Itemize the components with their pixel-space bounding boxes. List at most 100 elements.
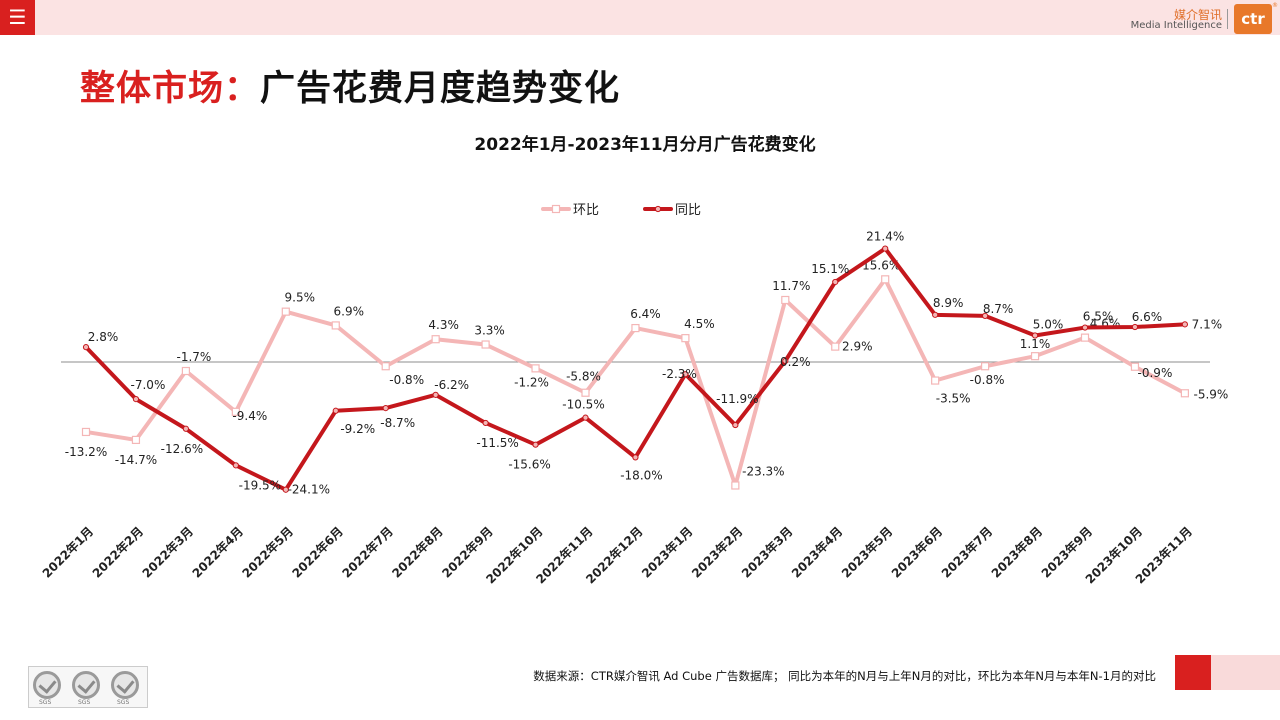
certification-badge-icon bbox=[72, 671, 100, 699]
tongbi-point bbox=[782, 357, 789, 365]
brand-name-cn: 媒介智讯 bbox=[1173, 8, 1222, 22]
chart-title: 2022年1月-2023年11月分月广告花费变化 bbox=[474, 135, 816, 155]
tongbi-data-label: -24.1% bbox=[288, 483, 330, 497]
series-tongbi: 2.8% -7.0% -12.6% -19.5% -24.1% -9.2% -8.7% -6.… bbox=[82, 230, 1223, 497]
tongbi-point bbox=[632, 454, 639, 461]
huanbi-data-label: 1.1% bbox=[1020, 337, 1051, 351]
huanbi-point bbox=[731, 481, 740, 490]
brand-divider bbox=[1227, 9, 1228, 29]
certification-badge-icon bbox=[33, 671, 61, 699]
corner-accent-pink bbox=[1211, 655, 1280, 690]
huanbi-data-label: -0.9% bbox=[1138, 366, 1173, 380]
tongbi-point bbox=[1081, 324, 1089, 331]
huanbi-data-label: -9.4% bbox=[232, 409, 267, 423]
huanbi-data-label: 6.9% bbox=[334, 304, 365, 318]
menu-icon[interactable]: ☰ bbox=[0, 0, 35, 35]
certification-badges: SGS SGS SGS bbox=[28, 666, 148, 708]
tongbi-data-label: -12.6% bbox=[161, 442, 203, 456]
registered-mark: ® bbox=[1272, 2, 1278, 9]
tongbi-data-label: -19.5% bbox=[239, 478, 281, 492]
x-tick-label: 2022年7月 bbox=[339, 524, 396, 581]
tongbi-data-label: -18.0% bbox=[620, 468, 662, 482]
tongbi-data-label: -11.9% bbox=[716, 392, 758, 406]
x-tick-label: 2023年6月 bbox=[888, 524, 945, 581]
tongbi-line bbox=[84, 246, 1187, 492]
huanbi-data-label: -5.9% bbox=[1193, 387, 1228, 401]
x-tick-label: 2023年7月 bbox=[938, 524, 995, 581]
huanbi-data-label: -3.5% bbox=[936, 392, 971, 406]
tongbi-point bbox=[582, 414, 589, 421]
tongbi-data-label: 8.7% bbox=[983, 302, 1014, 316]
huanbi-point bbox=[481, 340, 490, 349]
x-tick-label: 2023年8月 bbox=[988, 524, 1045, 581]
tongbi-point bbox=[482, 419, 489, 427]
data-source-note: 数据来源：CTR媒介智讯 Ad Cube 广告数据库； 同比为本年的N月与上年N… bbox=[533, 669, 1156, 683]
tongbi-point bbox=[182, 425, 189, 432]
huanbi-point bbox=[431, 335, 440, 344]
x-tick-label: 2022年8月 bbox=[389, 524, 446, 581]
huanbi-point bbox=[931, 376, 940, 385]
x-tick-label: 2022年3月 bbox=[139, 524, 196, 581]
huanbi-data-label: -23.3% bbox=[742, 464, 784, 478]
check-icon bbox=[38, 675, 57, 694]
check-icon bbox=[116, 675, 135, 694]
tongbi-data-label: 0.2% bbox=[780, 355, 811, 369]
tongbi-data-label: 2.8% bbox=[88, 330, 119, 344]
x-tick-label: 2023年1月 bbox=[638, 524, 695, 581]
huanbi-point bbox=[681, 334, 690, 343]
tongbi-point bbox=[732, 421, 739, 429]
tongbi-point bbox=[382, 405, 389, 412]
tongbi-point bbox=[232, 462, 239, 469]
legend-tongbi-marker bbox=[654, 205, 662, 213]
tongbi-data-label: -11.5% bbox=[476, 436, 518, 450]
huanbi-data-label: -0.8% bbox=[970, 373, 1005, 387]
legend-huanbi-label: 环比 bbox=[573, 203, 599, 218]
ctr-logo: ctr bbox=[1234, 4, 1272, 34]
page-title: 整体市场：广告花费月度趋势变化 bbox=[80, 60, 620, 111]
tongbi-data-label: 5.0% bbox=[1033, 318, 1064, 332]
tongbi-data-label: -6.2% bbox=[434, 378, 469, 392]
huanbi-point bbox=[1080, 333, 1090, 342]
tongbi-point bbox=[132, 396, 140, 403]
x-tick-label: 2023年5月 bbox=[838, 524, 895, 581]
corner-accent-red bbox=[1175, 655, 1211, 690]
page-title-accent: 整体市场： bbox=[80, 69, 261, 109]
tongbi-point bbox=[82, 344, 90, 351]
check-icon bbox=[77, 675, 96, 694]
tongbi-point bbox=[1031, 332, 1039, 339]
huanbi-point bbox=[531, 364, 540, 373]
tongbi-data-label: 6.6% bbox=[1132, 310, 1163, 324]
brand-name-en: Media Intelligence bbox=[1130, 20, 1222, 31]
tongbi-data-label: -10.5% bbox=[562, 398, 604, 412]
huanbi-point bbox=[781, 295, 790, 305]
huanbi-data-label: 11.7% bbox=[772, 279, 810, 293]
tongbi-point bbox=[282, 486, 289, 493]
tongbi-data-label: 6.5% bbox=[1083, 310, 1114, 324]
huanbi-point bbox=[631, 323, 640, 333]
series-huanbi: -13.2% -14.7% -1.7% -9.4% 9.5% 6.9% -0.8% 4.3% 3… bbox=[65, 258, 1228, 490]
huanbi-data-label: 3.3% bbox=[474, 324, 505, 338]
tongbi-data-label: 8.9% bbox=[933, 296, 964, 310]
huanbi-point bbox=[1180, 389, 1190, 398]
tongbi-point bbox=[332, 407, 339, 414]
huanbi-point bbox=[980, 362, 990, 371]
x-tick-label: 2022年1月 bbox=[39, 524, 96, 581]
huanbi-data-label: 9.5% bbox=[285, 291, 316, 305]
huanbi-point bbox=[281, 307, 290, 316]
badge-label: SGS bbox=[39, 699, 52, 706]
top-bar: ☰ 媒介智讯 Media Intelligence ctr ® bbox=[0, 0, 1280, 35]
page-title-rest: 广告花费月度趋势变化 bbox=[260, 69, 621, 109]
x-tick-label: 2023年2月 bbox=[688, 524, 745, 581]
huanbi-point bbox=[581, 388, 590, 397]
x-tick-label: 2023年3月 bbox=[738, 524, 795, 581]
tongbi-data-label: 7.1% bbox=[1192, 317, 1223, 331]
tongbi-data-label: -8.7% bbox=[380, 416, 415, 430]
huanbi-data-label: 4.3% bbox=[428, 318, 459, 332]
tongbi-data-label: 15.1% bbox=[811, 262, 849, 276]
legend-tongbi-label: 同比 bbox=[675, 203, 701, 218]
x-tick-label: 2022年5月 bbox=[239, 524, 296, 581]
huanbi-data-label: -1.2% bbox=[514, 375, 549, 389]
legend-huanbi-marker bbox=[551, 204, 561, 214]
huanbi-data-label: 4.5% bbox=[684, 317, 715, 331]
